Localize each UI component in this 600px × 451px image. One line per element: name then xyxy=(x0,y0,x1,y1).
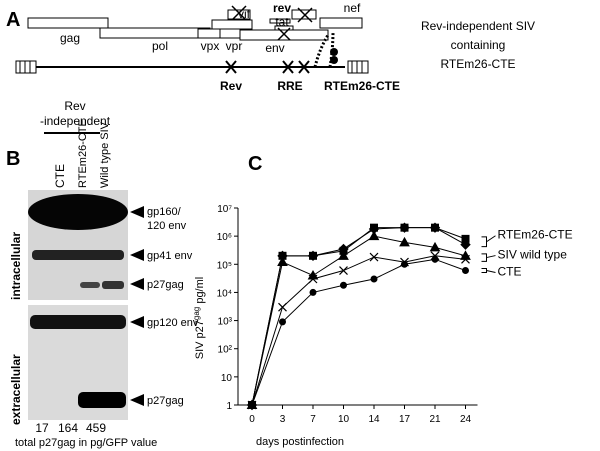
y-tick-label: 10² xyxy=(218,345,233,356)
marker xyxy=(369,252,379,262)
y-axis-label: gag xyxy=(192,307,201,320)
gel-blot xyxy=(28,190,128,420)
band-label: gp160/ xyxy=(147,206,182,218)
series-line xyxy=(251,255,466,406)
legend-label: RTEm26-CTE xyxy=(498,228,573,242)
element-label: RRE xyxy=(277,79,302,93)
legend-brace xyxy=(481,268,496,274)
marker xyxy=(338,250,349,260)
y-tick-label: 10 xyxy=(221,373,233,384)
gene-label: vpr xyxy=(226,39,243,53)
x-tick-label: 10 xyxy=(338,414,350,425)
section-label: intracellular xyxy=(9,232,23,300)
band-label: p27gag xyxy=(147,279,184,291)
y-tick-label: 10⁵ xyxy=(217,260,232,271)
element-label: RTEm26-CTE xyxy=(324,79,400,93)
marker xyxy=(399,222,410,233)
marker xyxy=(308,274,318,284)
y-tick-label: 1 xyxy=(226,401,232,412)
y-axis-label: SIV p27gag pg/ml xyxy=(192,277,206,359)
plot: 1 10 10² 10³ 10⁴ 10⁵ 10⁶ 10⁷ 0 3 7 10 14 17 21 24 RTEm26… xyxy=(217,204,573,425)
marker xyxy=(460,239,471,250)
gene-label: vpx xyxy=(201,39,220,53)
description: Rev-independent SIV xyxy=(421,19,535,33)
x-tick-label: 17 xyxy=(399,414,411,425)
value-label: 164 xyxy=(58,421,78,435)
panel-label: B xyxy=(6,148,20,170)
marker xyxy=(399,236,410,247)
y-axis-label: SIV p27 xyxy=(194,320,206,359)
legend-label: CTE xyxy=(498,265,522,279)
gene-label: rev xyxy=(273,1,291,15)
marker xyxy=(248,401,256,409)
marker xyxy=(277,256,288,267)
value-label: 459 xyxy=(86,421,106,435)
marker xyxy=(278,302,287,312)
y-tick-label: 10⁷ xyxy=(217,204,232,215)
marker xyxy=(368,230,380,241)
marker xyxy=(309,288,317,296)
panel-label: A xyxy=(6,9,20,31)
panel-label: C xyxy=(248,153,262,175)
x-tick-label: 7 xyxy=(310,414,316,425)
legend-brace xyxy=(481,235,496,248)
genome-map xyxy=(15,5,369,74)
lane-label: CTE xyxy=(53,164,67,188)
marker xyxy=(339,266,348,275)
x-tick-label: 0 xyxy=(249,414,255,425)
legend-label: SIV wild type xyxy=(498,248,568,262)
marker xyxy=(401,260,408,268)
group-label: -independent xyxy=(40,114,111,128)
gene-label: nef xyxy=(344,1,361,15)
marker xyxy=(340,281,347,289)
group-label: Rev xyxy=(64,99,85,113)
marker xyxy=(429,222,441,233)
gene-label: tat xyxy=(275,15,289,29)
description: containing xyxy=(451,38,506,52)
x-tick-label: 14 xyxy=(368,414,380,425)
marker xyxy=(370,275,378,283)
gene-label: env xyxy=(265,41,284,55)
y-tick-label: 10³ xyxy=(218,317,233,328)
gene-label: pol xyxy=(152,39,168,53)
marker xyxy=(429,241,441,252)
marker xyxy=(461,254,470,264)
lane-label: Wild type SIV xyxy=(99,121,111,188)
lane-label: RTEm26-CTE xyxy=(77,119,89,188)
band-label: p27gag xyxy=(147,395,184,407)
marker xyxy=(431,255,439,263)
legend-brace xyxy=(481,253,496,262)
marker xyxy=(279,318,286,326)
y-axis-label: pg/ml xyxy=(194,277,206,307)
band-label: 120 env xyxy=(147,220,187,232)
series-line xyxy=(251,235,466,406)
marker xyxy=(307,250,319,262)
gene-label: gag xyxy=(60,31,80,45)
series-line xyxy=(251,258,466,406)
element-label: Rev xyxy=(220,79,242,93)
gene-label: vif xyxy=(238,7,251,21)
section-label: extracellular xyxy=(9,354,23,425)
y-tick-label: 10⁴ xyxy=(217,288,232,299)
footer: total p27gag in pg/GFP value xyxy=(15,437,157,449)
value-label: 17 xyxy=(35,421,49,435)
description: RTEm26-CTE xyxy=(440,57,515,71)
band-label: gp120 env xyxy=(147,317,199,329)
y-tick-label: 10⁶ xyxy=(217,232,232,243)
x-tick-label: 24 xyxy=(460,414,472,425)
x-tick-label: 21 xyxy=(429,414,441,425)
x-tick-label: 3 xyxy=(280,414,286,425)
marker xyxy=(462,267,469,275)
x-axis-label: days postinfection xyxy=(256,436,344,448)
band-label: gp41 env xyxy=(147,250,193,262)
